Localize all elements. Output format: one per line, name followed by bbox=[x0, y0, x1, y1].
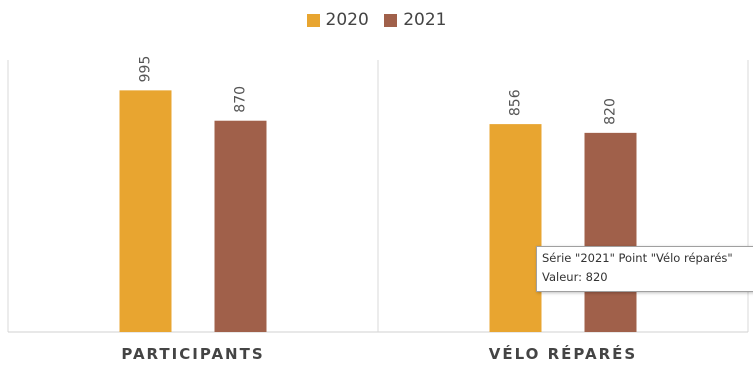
data-label: 820 bbox=[603, 98, 619, 125]
x-tick-label: VÉLO RÉPARÉS bbox=[489, 344, 637, 363]
legend-swatch-2021 bbox=[384, 13, 398, 27]
tooltip: Série "2021" Point "Vélo réparés" Valeur… bbox=[536, 246, 753, 292]
data-label: 856 bbox=[508, 89, 524, 116]
legend: 2020 2021 bbox=[0, 10, 753, 32]
legend-label-2021: 2021 bbox=[403, 10, 447, 30]
tooltip-value: Valeur: 820 bbox=[542, 270, 608, 284]
legend-swatch-2020 bbox=[306, 13, 320, 27]
bar-2021-participants bbox=[214, 120, 267, 332]
data-label: 995 bbox=[138, 56, 154, 83]
legend-item-2021[interactable]: 2021 bbox=[384, 10, 446, 30]
tooltip-series-point: Série "2021" Point "Vélo réparés" bbox=[542, 251, 733, 265]
bar-2021-velo-repares bbox=[584, 132, 637, 332]
legend-label-2020: 2020 bbox=[325, 10, 369, 30]
legend-item-2020[interactable]: 2020 bbox=[306, 10, 369, 30]
data-label: 870 bbox=[233, 86, 249, 113]
x-tick-label: PARTICIPANTS bbox=[121, 345, 264, 363]
bar-2020-participants bbox=[119, 90, 172, 332]
bar-2020-velo-repares bbox=[489, 124, 542, 332]
